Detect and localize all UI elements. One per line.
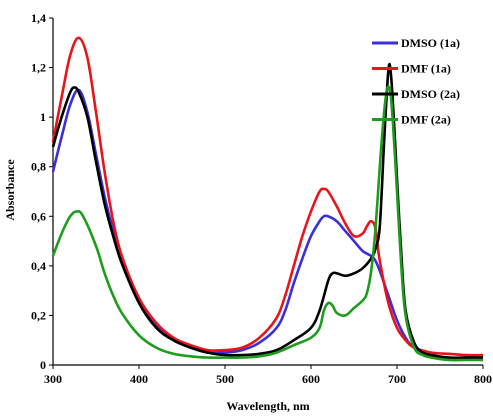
x-tick-label: 800 [474, 372, 492, 386]
legend-label: DMF (1a) [401, 62, 451, 76]
x-tick-label: 500 [216, 372, 234, 386]
y-tick-label: 1,2 [31, 61, 46, 75]
y-tick-label: 0,4 [31, 259, 46, 273]
x-tick-label: 700 [388, 372, 406, 386]
x-tick-label: 600 [302, 372, 320, 386]
series-line [53, 64, 483, 358]
series-line [53, 86, 483, 360]
x-tick-label: 400 [130, 372, 148, 386]
y-tick-label: 0 [40, 358, 46, 372]
legend-label: DMF (2a) [401, 113, 451, 127]
y-tick-label: 0,8 [31, 160, 46, 174]
x-axis-title: Wavelength, nm [226, 399, 309, 413]
legend-label: DMSO (2a) [401, 87, 460, 101]
y-axis-title: Absorbance [3, 159, 17, 221]
x-tick-label: 300 [44, 372, 62, 386]
y-tick-label: 0,2 [31, 308, 46, 322]
y-tick-label: 1,4 [31, 11, 46, 25]
y-tick-label: 1 [40, 110, 46, 124]
y-tick-label: 0,6 [31, 209, 46, 223]
series-line [53, 90, 483, 360]
legend-label: DMSO (1a) [401, 36, 460, 50]
